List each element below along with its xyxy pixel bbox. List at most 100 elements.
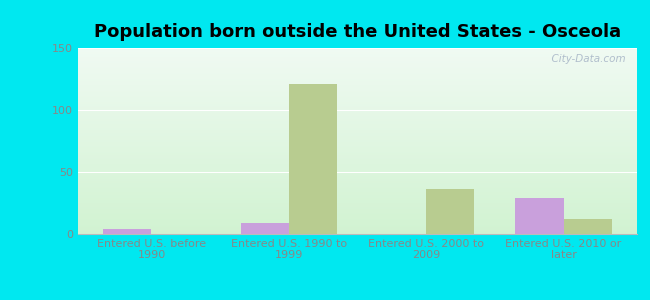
Bar [78,77,637,78]
Bar [78,163,637,164]
Bar [78,53,637,54]
Bar [78,144,637,145]
Bar [78,48,637,49]
Bar [78,209,637,210]
Bar [78,137,637,138]
Bar [78,214,637,215]
Bar [78,220,637,221]
Bar [78,74,637,75]
Bar [78,231,637,232]
Bar [78,89,637,90]
Bar [78,213,637,214]
Bar [78,56,637,57]
Bar [78,50,637,51]
Bar [78,71,637,72]
Bar [564,219,612,234]
Bar [78,224,637,225]
Bar [78,230,637,231]
Bar [78,197,637,198]
Bar [78,185,637,186]
Bar [78,225,637,226]
Bar [78,59,637,60]
Bar [78,202,637,203]
Bar [78,199,637,200]
Bar [78,186,637,187]
Bar [78,156,637,157]
Bar [103,229,151,234]
Bar [78,82,637,83]
Bar [78,118,637,119]
Bar [78,184,637,185]
Bar [78,140,637,141]
Bar [78,91,637,92]
Bar [78,162,637,163]
Bar [78,167,637,168]
Bar [78,203,637,204]
Bar [78,172,637,173]
Bar [78,60,637,61]
Bar [78,131,637,132]
Bar [78,82,637,83]
Text: City-Data.com: City-Data.com [545,54,626,64]
Bar [78,229,637,230]
Bar [78,63,637,64]
Bar [78,154,637,155]
Bar [78,132,637,133]
Bar [78,102,637,103]
Bar [78,158,637,159]
Bar [78,120,637,121]
Bar [78,126,637,127]
Bar [78,85,637,86]
Bar [289,84,337,234]
Bar [78,49,637,50]
Bar [78,79,637,80]
Bar [78,153,637,154]
Bar [78,160,637,161]
Bar [78,107,637,108]
Bar [78,217,637,218]
Bar [78,227,637,228]
Bar [78,170,637,171]
Bar [78,194,637,195]
Bar [78,169,637,170]
Bar [78,139,637,140]
Bar [78,108,637,110]
Bar [78,76,637,77]
Bar [78,219,637,220]
Bar [78,111,637,112]
Bar [78,226,637,227]
Bar [78,62,637,63]
Bar [78,96,637,97]
Bar [78,159,637,160]
Bar [78,130,637,131]
Bar [78,92,637,93]
Bar [78,113,637,114]
Bar [78,143,637,144]
Bar [78,232,637,233]
Bar [78,105,637,106]
Bar [78,127,637,128]
Bar [78,188,637,189]
Bar [78,195,637,196]
Bar [78,80,637,82]
Bar [78,51,637,52]
Bar [78,215,637,216]
Bar [240,223,289,234]
Bar [78,66,637,67]
Bar [78,115,637,116]
Bar [78,99,637,100]
Bar [78,181,637,182]
Bar [78,164,637,165]
Bar [78,57,637,58]
Bar [78,101,637,102]
Bar [78,160,637,161]
Bar [78,171,637,172]
Bar [78,141,637,142]
Bar [78,138,637,139]
Bar [78,178,637,179]
Bar [78,88,637,89]
Bar [78,65,637,66]
Bar [78,142,637,143]
Bar [78,179,637,180]
Bar [78,133,637,134]
